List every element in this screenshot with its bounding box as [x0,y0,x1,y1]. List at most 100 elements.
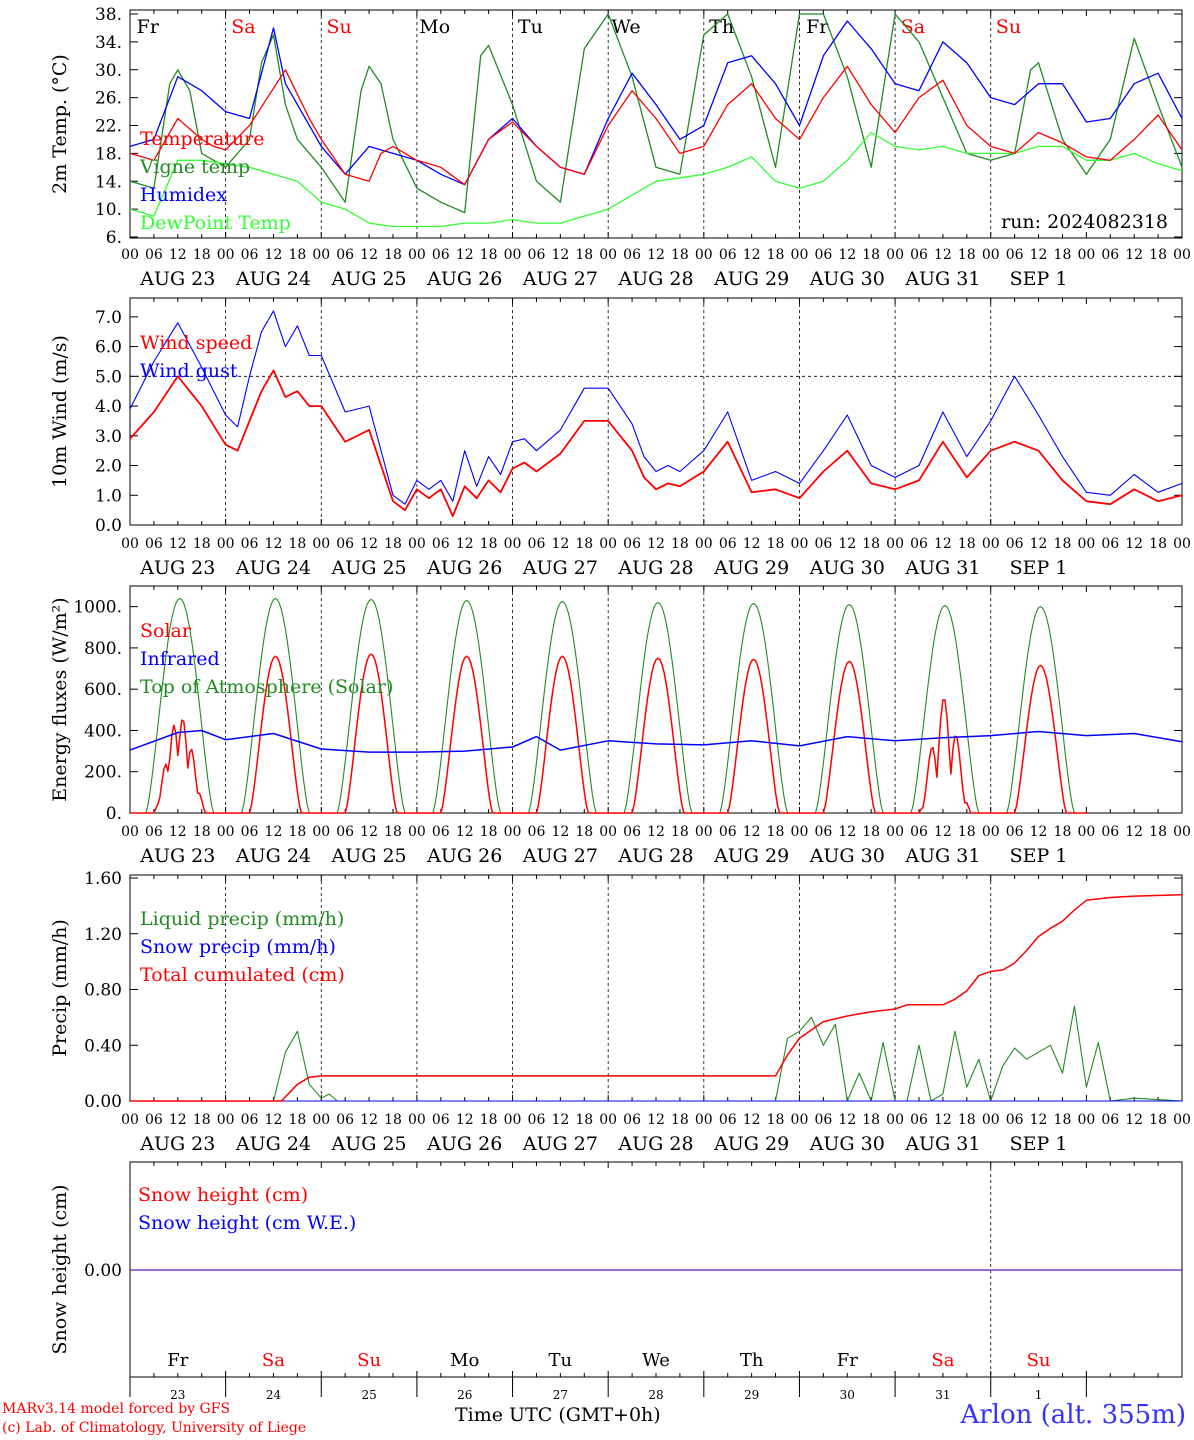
y-tick-label: 800. [84,639,122,659]
hour-tick-label: 12 [1125,1112,1143,1128]
hour-tick-label: 12 [360,1112,378,1128]
hour-tick-label: 00 [599,247,617,263]
hour-tick-label: 00 [121,536,139,552]
legend-dewpoint-temp: DewPoint Temp [140,212,291,234]
hour-tick-label: 12 [1125,824,1143,840]
hour-tick-label: 06 [432,247,450,263]
legend-vigne-temp: Vigne temp [139,156,250,178]
date-label: AUG 23 [139,268,215,290]
hour-tick-label: 18 [1149,247,1167,263]
hour-tick-label: 18 [1054,1112,1072,1128]
hour-tick-label: 18 [1054,247,1072,263]
hour-tick-label: 18 [671,824,689,840]
hour-tick-label: 00 [1077,1112,1095,1128]
series-dewpoint-temp [129,131,1183,228]
hour-tick-label: 12 [647,536,665,552]
y-tick-label: 600. [84,680,122,700]
y-tick-label: 6.0 [95,338,122,358]
hour-tick-label: 18 [193,824,211,840]
hour-tick-label: 18 [862,824,880,840]
hour-tick-label: 18 [958,1112,976,1128]
legend-total-cumulated-cm-: Total cumulated (cm) [140,964,345,986]
hour-tick-label: 12 [934,1112,952,1128]
legend-wind-speed: Wind speed [140,332,252,354]
hour-tick-label: 06 [432,536,450,552]
hour-tick-label: 06 [145,1112,163,1128]
y-axis-label: 2m Temp. (°C) [49,54,71,194]
weekday-label: Sa [901,16,925,38]
y-tick-label: 6. [106,228,122,248]
legend-wind-gust: Wind gust [140,360,238,382]
hour-tick-label: 06 [1006,247,1024,263]
hour-tick-label: 06 [145,824,163,840]
hour-tick-label: 12 [743,247,761,263]
y-tick-label: 0.0 [95,516,122,536]
hour-tick-label: 12 [1030,824,1048,840]
hour-tick-label: 00 [791,247,809,263]
date-label: AUG 25 [331,557,407,579]
hour-tick-label: 18 [480,824,498,840]
hour-tick-label: 00 [791,1112,809,1128]
date-label: AUG 28 [617,268,693,290]
y-tick-label: 0.40 [84,1036,122,1056]
hour-tick-label: 00 [886,824,904,840]
hour-tick-label: 18 [193,247,211,263]
date-label: AUG 23 [139,557,215,579]
hour-tick-label: 06 [1101,536,1119,552]
y-tick-label: 0.00 [84,1092,122,1112]
hour-tick-label: 06 [910,824,928,840]
hour-tick-label: 06 [528,247,546,263]
hour-tick-label: 12 [647,1112,665,1128]
hour-tick-label: 06 [241,536,259,552]
legend-snow-height-cm-: Snow height (cm) [138,1184,308,1206]
hour-tick-label: 12 [456,824,474,840]
y-tick-label: 30. [95,61,122,81]
y-tick-label: 34. [95,33,122,53]
hour-tick-label: 06 [336,1112,354,1128]
date-label: AUG 23 [139,1133,215,1155]
date-label: AUG 27 [522,1133,598,1155]
hour-tick-label: 18 [193,1112,211,1128]
legend-liquid-precip-mm-h-: Liquid precip (mm/h) [140,908,344,930]
hour-tick-label: 18 [671,247,689,263]
day-number-label: 26 [457,1388,472,1400]
hour-tick-label: 18 [862,536,880,552]
weekday-label: Sa [931,1350,954,1371]
hour-tick-label: 00 [982,247,1000,263]
hour-tick-label: 00 [1173,247,1191,263]
hour-tick-label: 12 [1030,1112,1048,1128]
hour-tick-label: 06 [528,536,546,552]
hour-tick-label: 00 [504,247,522,263]
date-label: AUG 31 [904,1133,980,1155]
hour-tick-label: 12 [934,536,952,552]
y-tick-label: 400. [84,721,122,741]
hour-tick-label: 12 [838,824,856,840]
hour-tick-label: 06 [623,1112,641,1128]
day-number-label: 28 [648,1388,663,1400]
credit-line-2: (c) Lab. of Climatology, University of L… [2,1420,307,1436]
hour-tick-label: 00 [217,824,235,840]
weekday-label: Mo [450,1350,479,1371]
hour-tick-label: 18 [1054,824,1072,840]
hour-tick-label: 12 [265,1112,283,1128]
y-axis-label: Energy fluxes (W/m²) [49,597,71,801]
day-number-label: 25 [361,1388,376,1400]
date-label: AUG 27 [522,268,598,290]
date-label: AUG 29 [713,1133,789,1155]
date-label: AUG 31 [904,268,980,290]
hour-tick-label: 00 [599,536,617,552]
y-tick-label: 5.0 [95,367,122,387]
date-label: SEP 1 [1010,268,1068,290]
hour-tick-label: 12 [1030,536,1048,552]
panel-frame [129,585,1183,814]
hour-tick-label: 12 [551,536,569,552]
weekday-label: Fr [137,16,160,38]
hour-tick-label: 00 [121,824,139,840]
legend-solar: Solar [140,620,192,642]
series-wind-speed [129,369,1183,517]
y-axis-label: Snow height (cm) [49,1184,71,1354]
hour-tick-label: 06 [1006,1112,1024,1128]
date-label: AUG 24 [235,845,311,867]
hour-tick-label: 06 [910,247,928,263]
hour-tick-label: 12 [169,536,187,552]
